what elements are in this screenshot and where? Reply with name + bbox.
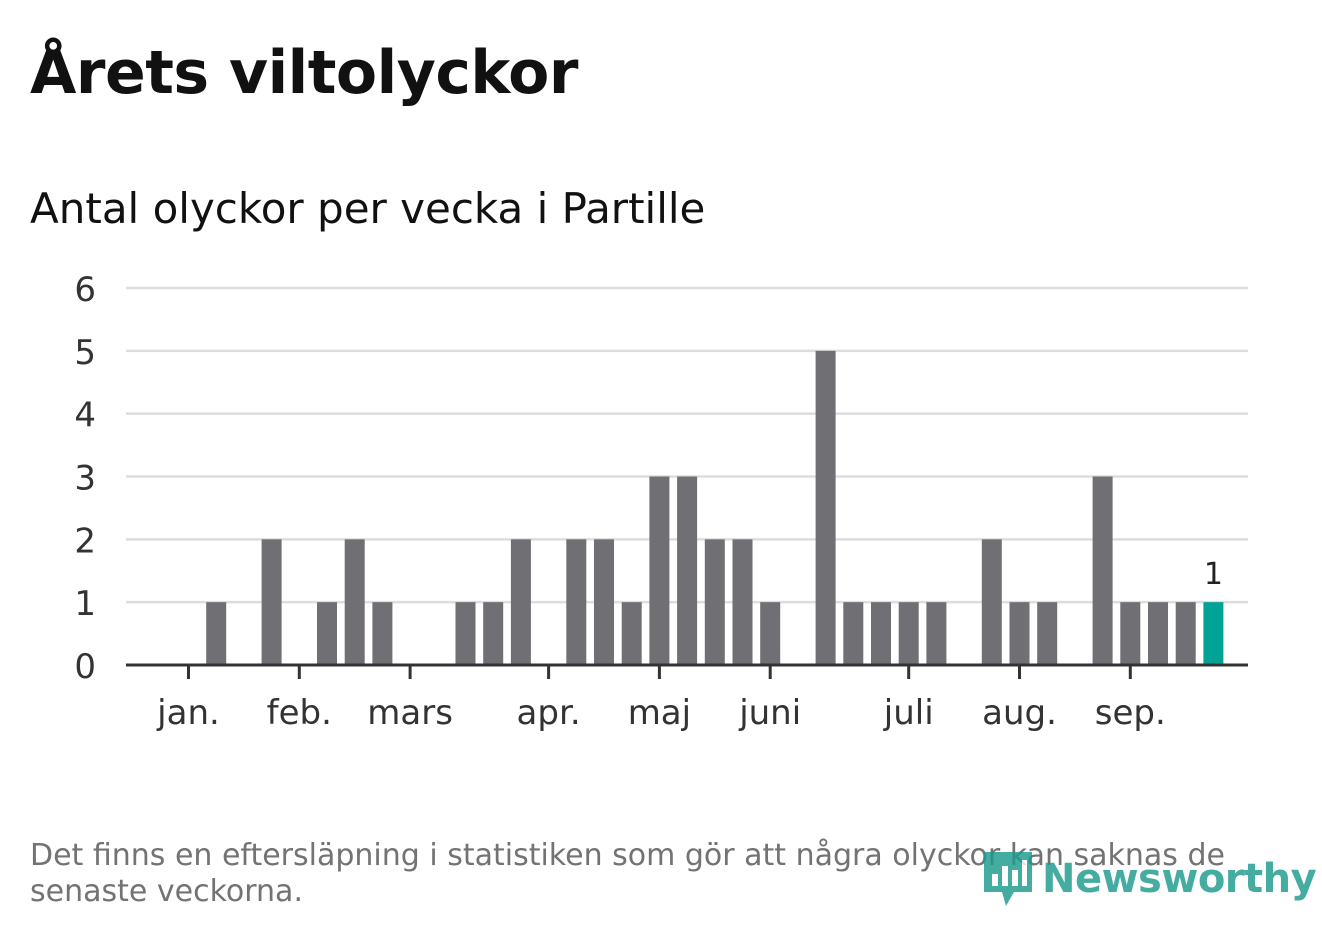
- x-tick-label: maj: [628, 693, 691, 733]
- bar: [1009, 602, 1030, 665]
- bar: [1092, 476, 1113, 665]
- bar-chart-pin-icon: [984, 852, 1032, 906]
- bar: [677, 476, 698, 665]
- chart-title: Årets viltolyckor: [30, 38, 579, 108]
- bar: [1148, 602, 1168, 665]
- x-tick-label: sep.: [1095, 693, 1166, 733]
- bar: [760, 602, 781, 665]
- x-tick-label: aug.: [982, 693, 1057, 733]
- bar: [510, 539, 531, 665]
- bar: [843, 602, 864, 665]
- bar: [483, 602, 504, 665]
- data-label: 1: [1204, 557, 1223, 592]
- bar: [649, 476, 670, 665]
- bar: [261, 539, 282, 665]
- newsworthy-logo: Newsworthy: [980, 848, 1317, 910]
- bar: [704, 539, 725, 665]
- bar: [898, 602, 919, 665]
- bar: [926, 602, 947, 665]
- y-tick-label: 6: [74, 270, 96, 310]
- bar: [317, 602, 337, 665]
- logo-text: Newsworthy: [1042, 856, 1317, 902]
- y-tick-label: 5: [74, 333, 96, 373]
- x-tick-label: apr.: [517, 693, 581, 733]
- x-tick-label: mars: [367, 693, 453, 733]
- bar: [1120, 602, 1141, 665]
- x-tick-label: juli: [883, 693, 934, 733]
- bar: [566, 539, 587, 665]
- y-tick-label: 0: [74, 647, 96, 687]
- bar: [344, 539, 365, 665]
- bar: [981, 539, 1002, 665]
- bar: [871, 602, 891, 665]
- chart-subtitle: Antal olyckor per vecka i Partille: [30, 184, 706, 233]
- y-tick-label: 2: [74, 521, 96, 561]
- bar: [1037, 602, 1058, 665]
- bar: [1175, 602, 1196, 665]
- bar: [206, 602, 227, 665]
- bar: [455, 602, 476, 665]
- y-tick-label: 1: [74, 584, 96, 624]
- bar: [732, 539, 753, 665]
- x-tick-label: juni: [738, 693, 801, 733]
- y-tick-label: 3: [74, 459, 96, 499]
- bar-chart: 0 1 2 3 4 5 6 1 jan. feb. mars apr. maj juni juli aug. s…: [74, 270, 1248, 733]
- bar: [815, 350, 836, 665]
- bar-highlight: [1203, 602, 1224, 665]
- bar: [621, 602, 642, 665]
- y-tick-label: 4: [74, 396, 96, 436]
- x-tick-label: jan.: [156, 693, 220, 733]
- bar: [594, 539, 614, 665]
- x-tick-label: feb.: [267, 693, 332, 733]
- bar: [372, 602, 393, 665]
